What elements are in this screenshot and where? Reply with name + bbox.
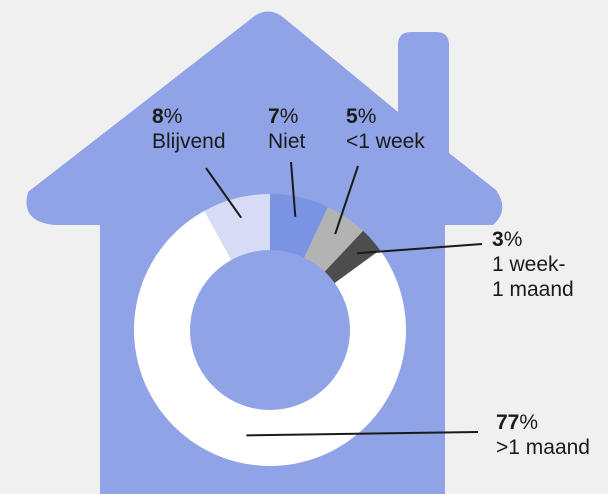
leader-line — [334, 165, 359, 235]
donut-slices — [134, 194, 407, 467]
label-1-week-1-maand: 3% 1 week- 1 maand — [492, 228, 574, 301]
leader-line — [290, 161, 297, 217]
label-niet: 7% Niet — [268, 105, 306, 153]
name-niet: Niet — [268, 130, 306, 153]
leader-line — [246, 431, 479, 437]
leader-line — [205, 167, 242, 219]
name-1-week-1-maand-line2: 1 maand — [492, 278, 574, 301]
slice-1-maand — [134, 210, 407, 467]
leader-line — [356, 243, 483, 255]
leader-lines — [205, 161, 483, 437]
value-blijvend: 8 — [152, 105, 164, 128]
value-gt-1-maand: 77 — [496, 411, 520, 434]
slice-niet — [270, 194, 328, 258]
slice-blijvend — [204, 194, 270, 260]
name-gt-1-maand: >1 maand — [496, 436, 590, 459]
slice-1-week — [304, 206, 364, 272]
name-blijvend: Blijvend — [152, 130, 226, 153]
label-blijvend: 8% Blijvend — [152, 105, 226, 153]
name-lt-1-week: <1 week — [346, 130, 425, 153]
value-lt-1-week: 5 — [346, 105, 358, 128]
value-niet: 7 — [268, 105, 280, 128]
value-1-week-1-maand: 3 — [492, 228, 504, 251]
slice-1-week-1-maand — [324, 230, 381, 283]
label-gt-1-maand: 77% >1 maand — [496, 411, 590, 459]
name-1-week-1-maand-line1: 1 week- — [492, 253, 566, 276]
label-lt-1-week: 5% <1 week — [346, 105, 425, 153]
